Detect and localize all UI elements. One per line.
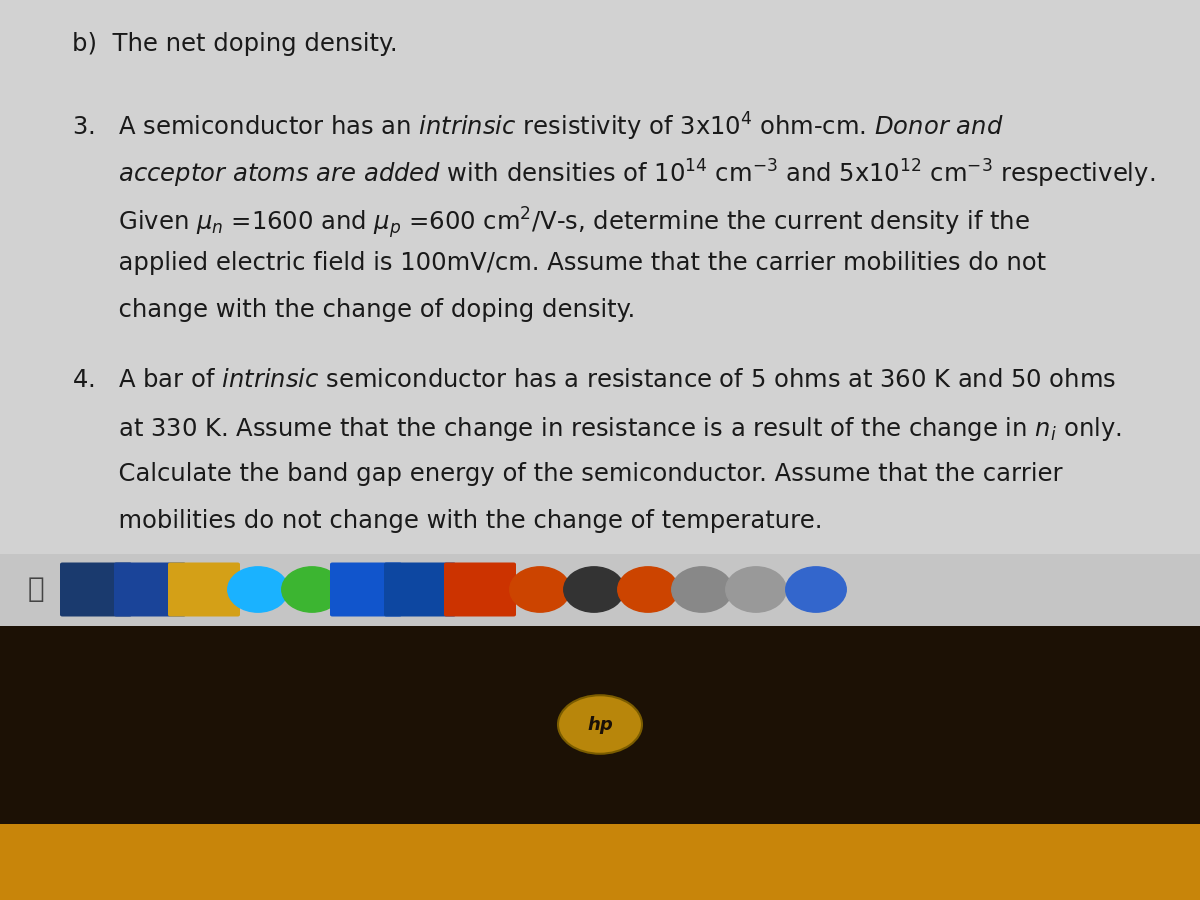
Text: change with the change of doping density.: change with the change of doping density…	[72, 298, 635, 322]
FancyBboxPatch shape	[0, 0, 1200, 626]
Text: at 330 K. Assume that the change in resistance is a result of the change in $n_{: at 330 K. Assume that the change in resi…	[72, 415, 1122, 444]
Text: $\it{acceptor\ atoms\ are\ added}$ with densities of 10$^{14}$ cm$^{-3}$ and 5x1: $\it{acceptor\ atoms\ are\ added}$ with …	[72, 158, 1156, 190]
Text: 3.   A semiconductor has an $\it{intrinsic}$ resistivity of 3x10$^{4}$ ohm-cm. $: 3. A semiconductor has an $\it{intrinsic…	[72, 111, 1003, 143]
Text: applied electric field is 100mV/cm. Assume that the carrier mobilities do not: applied electric field is 100mV/cm. Assu…	[72, 251, 1046, 275]
Text: hp: hp	[587, 716, 613, 733]
FancyBboxPatch shape	[0, 554, 1200, 626]
FancyBboxPatch shape	[444, 562, 516, 616]
Text: Given $\mu_{n}$ =1600 and $\mu_{p}$ =600 cm$^{2}$/V-s, determine the current den: Given $\mu_{n}$ =1600 and $\mu_{p}$ =600…	[72, 204, 1030, 240]
FancyBboxPatch shape	[60, 562, 132, 616]
Text: Calculate the band gap energy of the semiconductor. Assume that the carrier: Calculate the band gap energy of the sem…	[72, 462, 1063, 486]
Circle shape	[786, 567, 846, 612]
FancyBboxPatch shape	[0, 626, 1200, 824]
FancyBboxPatch shape	[0, 824, 1200, 900]
Text: mobilities do not change with the change of temperature.: mobilities do not change with the change…	[72, 508, 822, 533]
FancyBboxPatch shape	[384, 562, 456, 616]
Circle shape	[726, 567, 786, 612]
Circle shape	[672, 567, 732, 612]
Text: ⌕: ⌕	[28, 575, 44, 604]
Circle shape	[510, 567, 570, 612]
Circle shape	[564, 567, 624, 612]
FancyBboxPatch shape	[114, 562, 186, 616]
Circle shape	[228, 567, 288, 612]
Ellipse shape	[558, 695, 642, 754]
Text: 4.   A bar of $\it{intrinsic}$ semiconductor has a resistance of 5 ohms at 360 K: 4. A bar of $\it{intrinsic}$ semiconduct…	[72, 368, 1116, 392]
Circle shape	[618, 567, 678, 612]
FancyBboxPatch shape	[330, 562, 402, 616]
FancyBboxPatch shape	[168, 562, 240, 616]
Circle shape	[282, 567, 342, 612]
Text: b)  The net doping density.: b) The net doping density.	[72, 32, 397, 56]
